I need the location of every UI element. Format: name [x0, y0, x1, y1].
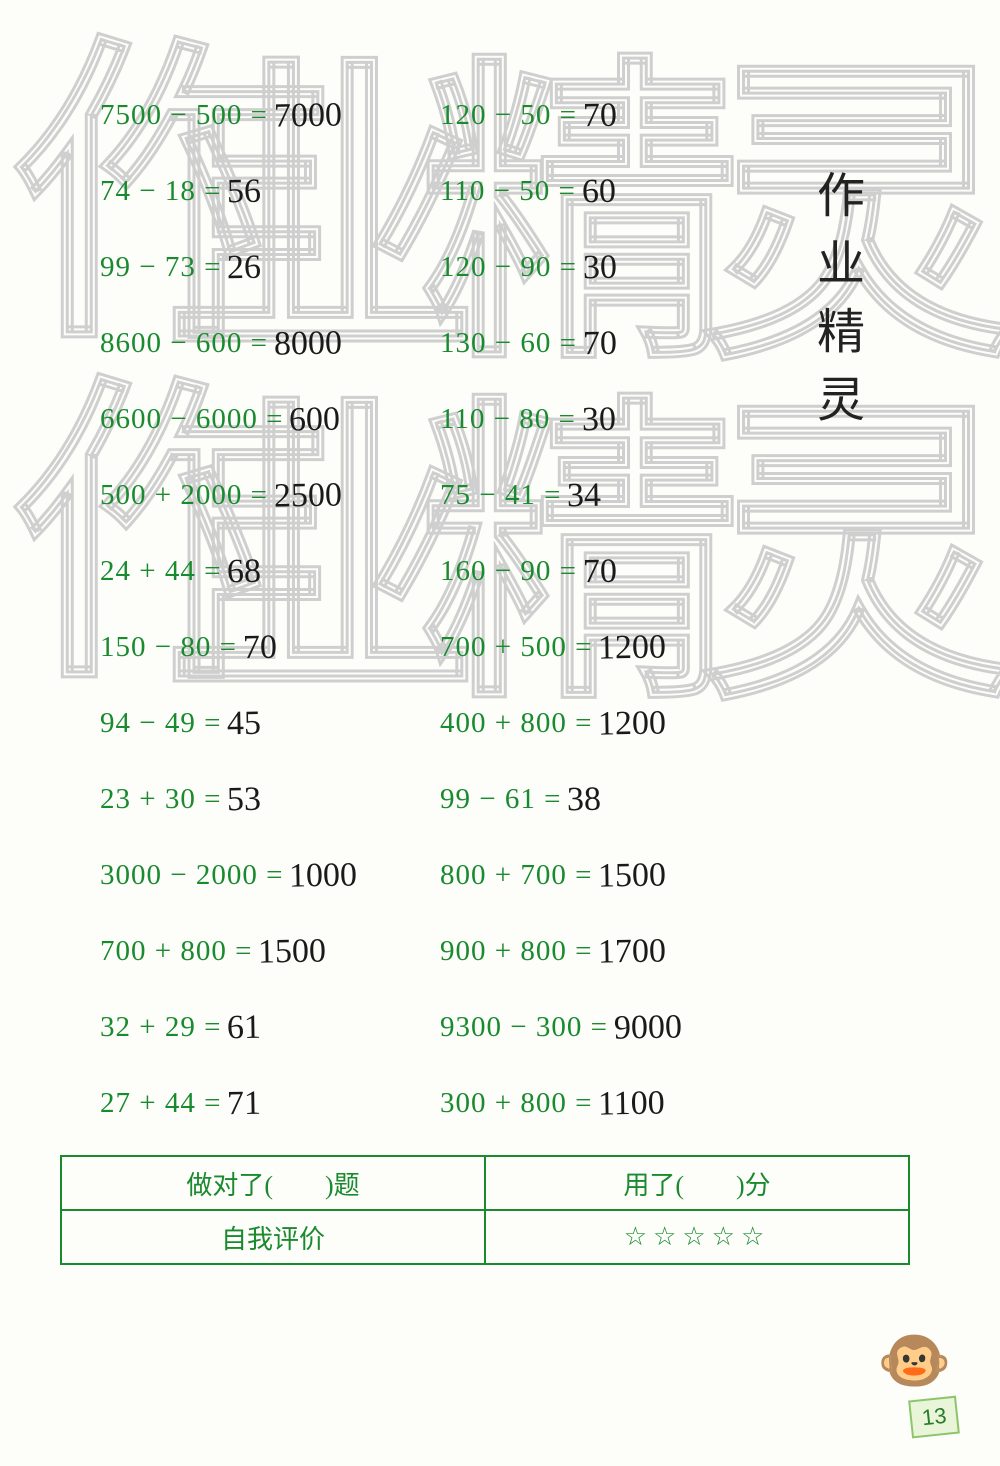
answer: 53: [227, 781, 262, 820]
problem-cell: 7500 − 500 =7000: [100, 95, 430, 133]
answer: 68: [227, 553, 262, 592]
answer: 61: [227, 1009, 262, 1048]
expression: 75 − 41 =: [440, 479, 561, 512]
evaluation-table: 做对了( )题 用了( )分 自我评价 ☆☆☆☆☆: [60, 1155, 910, 1265]
answer: 1000: [289, 856, 358, 895]
worksheet-page: 作 业 精 灵 作 业 精 灵 作业精灵 7500 − 500 =7000 12…: [0, 0, 1000, 1466]
expression: 130 − 60 =: [440, 327, 577, 360]
problem-row: 8600 − 600 =8000 130 − 60 =70: [100, 323, 900, 367]
problems-grid: 7500 − 500 =7000 120 − 50 =70 74 − 18 =5…: [100, 95, 900, 1159]
expression: 800 + 700 =: [440, 859, 592, 892]
answer: 71: [227, 1085, 262, 1124]
expression: 3000 − 2000 =: [100, 859, 283, 892]
problem-row: 74 − 18 =56 110 − 50 =60: [100, 171, 900, 215]
expression: 27 + 44 =: [100, 1087, 221, 1120]
answer: 1100: [598, 1084, 665, 1123]
answer: 7000: [274, 96, 343, 135]
answer: 70: [583, 325, 618, 364]
expression: 24 + 44 =: [100, 555, 221, 588]
answer: 56: [227, 173, 262, 212]
problem-row: 24 + 44 =68 160 − 90 =70: [100, 551, 900, 595]
problem-row: 500 + 2000 =2500 75 − 41 =34: [100, 475, 900, 519]
time-used-cell: 用了( )分: [485, 1156, 909, 1210]
answer: 1700: [598, 932, 667, 971]
correct-count-cell: 做对了( )题: [61, 1156, 485, 1210]
answer: 34: [567, 477, 602, 516]
answer: 600: [289, 401, 341, 440]
answer: 9000: [614, 1008, 683, 1047]
answer: 70: [243, 629, 278, 668]
answer: 30: [583, 249, 618, 288]
page-number: 13: [908, 1396, 960, 1439]
expression: 94 − 49 =: [100, 707, 221, 740]
self-eval-label: 自我评价: [61, 1210, 485, 1264]
expression: 120 − 90 =: [440, 251, 577, 284]
problem-cell: 120 − 50 =70: [440, 95, 770, 133]
problem-row: 99 − 73 =26 120 − 90 =30: [100, 247, 900, 291]
expression: 150 − 80 =: [100, 631, 237, 664]
page-badge: 🐵 13: [872, 1348, 962, 1438]
answer: 60: [582, 173, 617, 212]
expression: 32 + 29 =: [100, 1011, 221, 1044]
expression: 9300 − 300 =: [440, 1011, 608, 1044]
problem-row: 32 + 29 =61 9300 − 300 =9000: [100, 1007, 900, 1051]
answer: 26: [227, 249, 262, 288]
expression: 110 − 50 =: [440, 175, 576, 208]
problem-row: 7500 − 500 =7000 120 − 50 =70: [100, 95, 900, 139]
problem-row: 700 + 800 =1500 900 + 800 =1700: [100, 931, 900, 975]
problem-row: 6600 − 6000 =600 110 − 80 =30: [100, 399, 900, 443]
expression: 7500 − 500 =: [100, 99, 268, 132]
answer: 70: [583, 553, 618, 592]
expression: 300 + 800 =: [440, 1087, 592, 1120]
problem-row: 94 − 49 =45 400 + 800 =1200: [100, 703, 900, 747]
problem-row: 27 + 44 =71 300 + 800 =1100: [100, 1083, 900, 1127]
expression: 99 − 73 =: [100, 251, 221, 284]
expression: 99 − 61 =: [440, 783, 561, 816]
expression: 700 + 800 =: [100, 935, 252, 968]
expression: 500 + 2000 =: [100, 479, 268, 512]
answer: 2500: [274, 476, 343, 515]
answer: 1500: [598, 856, 667, 895]
expression: 400 + 800 =: [440, 707, 592, 740]
expression: 6600 − 6000 =: [100, 403, 283, 436]
problem-row: 3000 − 2000 =1000 800 + 700 =1500: [100, 855, 900, 899]
expression: 8600 − 600 =: [100, 327, 268, 360]
monkey-icon: 🐵: [877, 1325, 952, 1396]
answer: 1200: [598, 704, 667, 743]
problem-row: 150 − 80 =70 700 + 500 =1200: [100, 627, 900, 671]
expression: 900 + 800 =: [440, 935, 592, 968]
expression: 74 − 18 =: [100, 175, 221, 208]
star-rating: ☆☆☆☆☆: [485, 1210, 909, 1264]
answer: 30: [582, 401, 617, 440]
answer: 38: [567, 781, 602, 820]
answer: 45: [227, 705, 262, 744]
expression: 110 − 80 =: [440, 403, 576, 436]
expression: 160 − 90 =: [440, 555, 577, 588]
expression: 700 + 500 =: [440, 631, 592, 664]
expression: 23 + 30 =: [100, 783, 221, 816]
problem-row: 23 + 30 =53 99 − 61 =38: [100, 779, 900, 823]
answer: 8000: [274, 324, 343, 363]
answer: 1200: [598, 628, 667, 667]
answer: 70: [583, 97, 618, 136]
expression: 120 − 50 =: [440, 99, 577, 132]
answer: 1500: [258, 932, 327, 971]
